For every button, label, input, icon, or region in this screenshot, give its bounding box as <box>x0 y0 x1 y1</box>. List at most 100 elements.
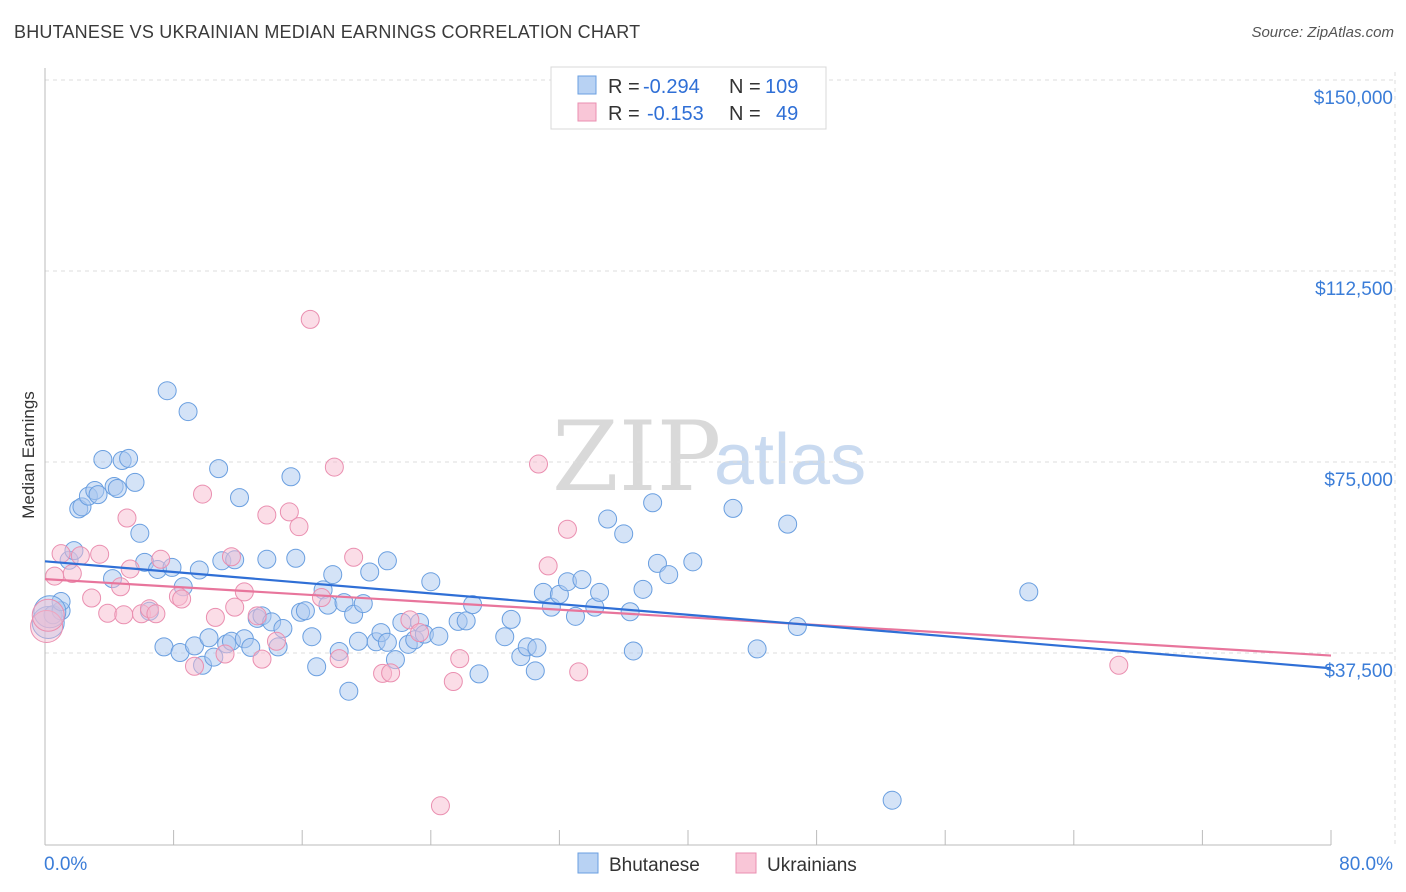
ukrainians-point-43 <box>450 649 470 669</box>
bhutanese-point-50 <box>302 627 322 647</box>
ukrainians-point-12 <box>117 508 137 528</box>
bhutanese-point-61 <box>360 562 380 582</box>
bhutanese-point-78 <box>501 609 521 629</box>
bhutanese-point-37 <box>230 488 250 508</box>
stats-legend: R = -0.294 N = 109 R = -0.153 N = 49 <box>550 66 827 130</box>
ukrainians-point-33 <box>311 587 331 607</box>
bhutanese-point-59 <box>348 631 368 651</box>
legend-swatch-ukrainians <box>577 102 597 122</box>
ukrainians-point-15 <box>146 604 166 624</box>
bhutanese-point-32 <box>209 459 229 479</box>
y-tick-label-0: $150,000 <box>1314 88 1393 109</box>
bhutanese-point-77 <box>495 627 515 647</box>
x-tick-label-min: 0.0% <box>44 854 87 875</box>
bhutanese-point-93 <box>623 641 643 661</box>
bhutanese-point-103 <box>882 790 902 810</box>
x-tick-labels: 0.0% 80.0% <box>44 854 1393 875</box>
bhutanese-point-72 <box>429 626 449 646</box>
ukrainians-trend-line <box>44 578 1332 657</box>
bhutanese-point-57 <box>339 681 359 701</box>
ukrainians-point-7 <box>90 544 110 564</box>
legend-n-label-1: N = <box>729 76 761 98</box>
legend-r-label-2: R = <box>608 103 640 125</box>
bhutanese-point-51 <box>307 657 327 677</box>
ukrainians-point-42 <box>443 672 463 692</box>
bhutanese-point-97 <box>659 565 679 585</box>
ukrainians-point-28 <box>257 505 277 525</box>
bhutanese-trend-line <box>44 560 1332 670</box>
legend-swatch-bhutanese <box>577 75 597 95</box>
bhutanese-point-89 <box>590 582 610 602</box>
ukrainians-point-19 <box>184 656 204 676</box>
ukrainians-point-0 <box>30 610 64 644</box>
ukrainians-point-24 <box>225 597 245 617</box>
bhutanese-point-106 <box>377 632 397 652</box>
bhutanese-point-91 <box>614 524 634 544</box>
bottom-legend-swatch-bhutanese <box>577 852 599 874</box>
bhutanese-point-108 <box>33 595 67 629</box>
ukrainians-point-22 <box>215 644 235 664</box>
ukrainians-point-8 <box>98 603 118 623</box>
bhutanese-point-47 <box>286 548 306 568</box>
bhutanese-point-71 <box>421 572 441 592</box>
bhutanese-point-28 <box>189 560 209 580</box>
bhutanese-point-107 <box>527 638 547 658</box>
y-tick-labels: $150,000 $112,500 $75,000 $37,500 <box>1314 88 1393 682</box>
chart-title: BHUTANESE VS UKRAINIAN MEDIAN EARNINGS C… <box>14 22 641 42</box>
ukrainians-point-21 <box>205 607 225 627</box>
bhutanese-point-81 <box>525 661 545 681</box>
ukrainians-point-41 <box>430 796 450 816</box>
bhutanese-point-98 <box>683 552 703 572</box>
ukrainians-point-38 <box>381 663 401 683</box>
ukrainians-point-10 <box>114 605 134 625</box>
ukrainians-point-45 <box>538 556 558 576</box>
ukrainians-point-34 <box>324 457 344 477</box>
ukrainians-point-47 <box>569 662 589 682</box>
bhutanese-point-22 <box>157 381 177 401</box>
bhutanese-point-99 <box>723 498 743 518</box>
bhutanese-point-46 <box>281 467 301 487</box>
ukrainians-point-5 <box>70 546 90 566</box>
ukrainians-point-30 <box>279 502 299 522</box>
bhutanese-point-64 <box>377 551 397 571</box>
bhutanese-point-15 <box>125 472 145 492</box>
ukrainians-point-23 <box>221 547 241 567</box>
bhutanese-point-101 <box>778 514 798 534</box>
watermark-atlas: atlas <box>714 420 866 500</box>
legend-r-value-2: -0.153 <box>647 103 704 125</box>
ukrainians-point-36 <box>344 547 364 567</box>
bhutanese-point-9 <box>88 485 108 505</box>
ukrainians-point-2 <box>45 566 65 586</box>
ukrainians-point-26 <box>247 606 267 626</box>
axes <box>44 68 1332 846</box>
x-tick-label-max: 80.0% <box>1339 854 1393 875</box>
bhutanese-point-104 <box>1019 582 1039 602</box>
y-tick-label-3: $37,500 <box>1324 661 1393 682</box>
bhutanese-point-76 <box>469 664 489 684</box>
series-ukrainians-points <box>30 309 1129 816</box>
bhutanese-point-17 <box>130 523 150 543</box>
ukrainians-point-16 <box>151 549 171 569</box>
ukrainians-point-31 <box>289 517 309 537</box>
bottom-legend-ukrainians: Ukrainians <box>767 855 857 876</box>
bhutanese-point-90 <box>598 509 618 529</box>
legend-n-value-2: 49 <box>776 103 798 125</box>
bhutanese-point-74 <box>456 611 476 631</box>
ukrainians-point-40 <box>410 623 430 643</box>
bhutanese-point-102 <box>787 617 807 637</box>
watermark-zip: ZIP <box>552 401 721 513</box>
ukrainians-point-9 <box>111 577 131 597</box>
y-axis-label: Median Earnings <box>19 391 38 519</box>
bhutanese-point-96 <box>647 553 667 573</box>
legend-r-value-1: -0.294 <box>643 76 700 98</box>
ukrainians-point-20 <box>193 484 213 504</box>
bhutanese-point-95 <box>643 493 663 513</box>
ukrainians-point-1 <box>31 598 65 632</box>
y-tick-label-2: $75,000 <box>1324 470 1393 491</box>
bhutanese-point-30 <box>199 628 219 648</box>
bhutanese-point-54 <box>323 565 343 585</box>
ukrainians-point-39 <box>400 610 420 630</box>
bhutanese-point-10 <box>93 449 113 469</box>
ukrainians-point-27 <box>252 649 272 669</box>
